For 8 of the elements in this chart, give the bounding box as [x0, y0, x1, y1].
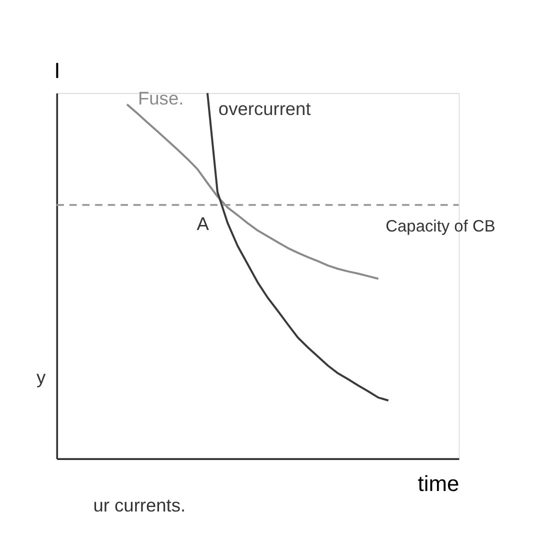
- annotation: A: [196, 213, 210, 234]
- series-label: overcurrent: [218, 98, 311, 119]
- y-axis-title: I: [54, 58, 60, 83]
- series-label: Fuse.: [138, 87, 184, 108]
- text: y: [36, 366, 47, 388]
- text: ur currents.: [93, 494, 186, 516]
- ref-line-label: Capacity of CB: [386, 217, 496, 236]
- x-axis-title: time: [418, 471, 460, 496]
